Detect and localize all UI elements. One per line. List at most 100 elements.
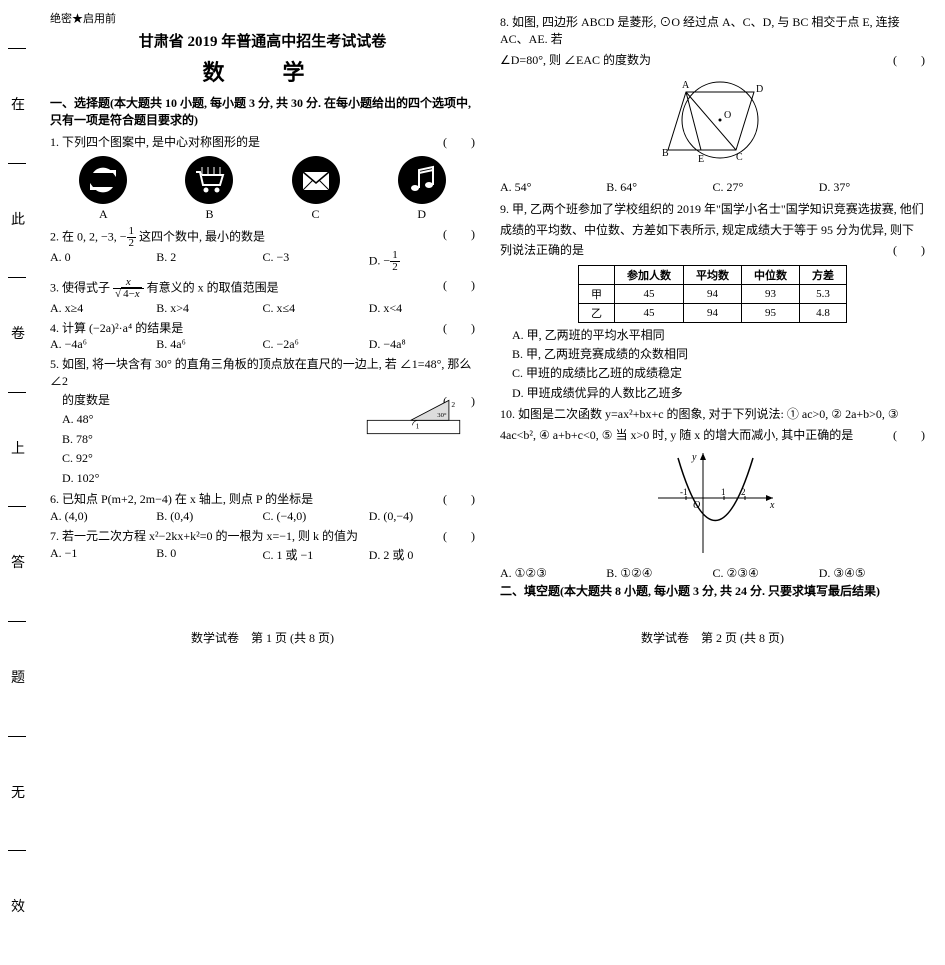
envelope-icon xyxy=(291,155,341,205)
answer-paren: ( ) xyxy=(443,277,475,294)
section-1-head: 一、选择题(本大题共 10 小题, 每小题 3 分, 共 30 分. 在每小题给… xyxy=(50,95,475,130)
opt: C. (−4,0) xyxy=(263,509,369,524)
cell: 方差 xyxy=(800,265,847,284)
page-2: 8. 如图, 四边形 ABCD 是菱形, ⊙O 经过点 A、C、D, 与 BC … xyxy=(490,10,935,650)
exam-title: 甘肃省 2019 年普通高中招生考试试卷 xyxy=(50,30,475,51)
svg-text:1: 1 xyxy=(721,487,726,497)
opt: D. ③④⑤ xyxy=(819,566,925,581)
opt: B. ①②④ xyxy=(606,566,712,581)
q8-opts: A. 54° B. 64° C. 27° D. 37° xyxy=(500,180,925,195)
answer-paren: ( ) xyxy=(443,226,475,243)
dash xyxy=(8,163,26,164)
q7-text: 7. 若一元二次方程 x²−2kx+k²=0 的一根为 x=−1, 则 k 的值… xyxy=(50,529,358,543)
cell: 93 xyxy=(742,284,800,303)
opt: A. 0 xyxy=(50,250,156,273)
dash xyxy=(8,277,26,278)
q10b: 4ac<b², ④ a+b+c<0, ⑤ 当 x>0 时, y 随 x 的增大而… xyxy=(500,427,925,444)
q5-block: 的度数是 ( ) A. 48° B. 78° C. 92° D. 102° 30… xyxy=(50,392,475,487)
q4-opts: A. −4a⁶ B. 4a⁶ C. −2a⁶ D. −4a⁸ xyxy=(50,337,475,352)
q9-text: 9. 甲, 乙两个班参加了学校组织的 2019 年"国学小名士"国学知识竞赛选拔… xyxy=(500,202,924,257)
bind-char: 卷 xyxy=(8,318,28,352)
q9-table: 参加人数 平均数 中位数 方差 甲 45 94 93 5.3 乙 45 94 9… xyxy=(578,265,847,323)
opt: C. x≤4 xyxy=(263,301,369,316)
cell: 乙 xyxy=(579,303,615,322)
opt: C. 甲班的成绩比乙班的成绩稳定 xyxy=(500,365,925,382)
answer-paren: ( ) xyxy=(893,427,925,444)
svg-text:A: A xyxy=(682,80,690,91)
bind-char: 效 xyxy=(8,891,28,925)
q10-text: 10. 如图是二次函数 y=ax²+bx+c 的图象, 对于下列说法: ① ac… xyxy=(500,407,899,421)
page-1: 绝密★启用前 甘肃省 2019 年普通高中招生考试试卷 数 学 一、选择题(本大… xyxy=(40,10,485,650)
svg-text:-1: -1 xyxy=(680,487,688,497)
opt: B. (0,4) xyxy=(156,509,262,524)
bind-char: 题 xyxy=(8,662,28,696)
opt: A. 甲, 乙两班的平均水平相同 xyxy=(500,327,925,344)
opt: A. −4a⁶ xyxy=(50,337,156,352)
page-footer-1: 数学试卷 第 1 页 (共 8 页) xyxy=(40,629,485,646)
cell: 95 xyxy=(742,303,800,322)
bind-char: 此 xyxy=(8,204,28,238)
opt: C. ②③④ xyxy=(713,566,819,581)
opt: A. ①②③ xyxy=(500,566,606,581)
opt: D. 102° xyxy=(62,470,475,487)
bind-char: 答 xyxy=(8,547,28,581)
page-footer-2: 数学试卷 第 2 页 (共 8 页) xyxy=(490,629,935,646)
opt-label: B xyxy=(206,207,214,222)
parabola-icon: x y O -1 1 2 xyxy=(648,448,778,558)
opt: D. −4a⁸ xyxy=(369,337,475,352)
cell: 甲 xyxy=(579,284,615,303)
opt-text: D. − xyxy=(369,253,390,267)
q9: 9. 甲, 乙两个班参加了学校组织的 2019 年"国学小名士"国学知识竞赛选拔… xyxy=(500,199,925,260)
answer-paren: ( ) xyxy=(443,528,475,545)
q8-text-b: ∠D=80°, 则 ∠EAC 的度数为 xyxy=(500,53,651,67)
opt-label: A xyxy=(99,207,108,222)
q8-text: 8. 如图, 四边形 ABCD 是菱形, ⊙O 经过点 A、C、D, 与 BC … xyxy=(500,15,900,46)
cell: 94 xyxy=(684,303,742,322)
answer-paren: ( ) xyxy=(443,320,475,337)
svg-text:2: 2 xyxy=(741,487,746,497)
dash xyxy=(8,392,26,393)
table-row: 乙 45 94 95 4.8 xyxy=(579,303,847,322)
answer-paren: ( ) xyxy=(893,240,925,260)
cell: 平均数 xyxy=(684,265,742,284)
q3: 3. 使得式子 x√4−x 有意义的 x 的取值范围是 ( ) xyxy=(50,277,475,300)
svg-text:30°: 30° xyxy=(437,412,447,419)
opt: D. (0,−4) xyxy=(369,509,475,524)
table-row: 参加人数 平均数 中位数 方差 xyxy=(579,265,847,284)
opt: D. 2 或 0 xyxy=(369,546,475,563)
q6-opts: A. (4,0) B. (0,4) C. (−4,0) D. (0,−4) xyxy=(50,509,475,524)
recycle-arrows-icon xyxy=(78,155,128,205)
cell: 参加人数 xyxy=(615,265,684,284)
q8b: ∠D=80°, 则 ∠EAC 的度数为 ( ) xyxy=(500,52,925,69)
opt: B. 0 xyxy=(156,546,262,563)
q3-text-a: 3. 使得式子 xyxy=(50,280,113,294)
q7-opts: A. −1 B. 0 C. 1 或 −1 D. 2 或 0 xyxy=(50,546,475,563)
q10-opts: A. ①②③ B. ①②④ C. ②③④ D. ③④⑤ xyxy=(500,566,925,581)
q2-text-b: 这四个数中, 最小的数是 xyxy=(136,229,265,243)
answer-paren: ( ) xyxy=(443,134,475,151)
opt: B. 甲, 乙两班竞赛成绩的众数相同 xyxy=(500,346,925,363)
q3-opts: A. x≥4 B. x>4 C. x≤4 D. x<4 xyxy=(50,301,475,316)
svg-text:1: 1 xyxy=(416,422,420,431)
opt: C. −2a⁶ xyxy=(263,337,369,352)
opt-label: D xyxy=(417,207,426,222)
cell xyxy=(579,265,615,284)
cell: 5.3 xyxy=(800,284,847,303)
q10-figure: x y O -1 1 2 xyxy=(500,448,925,562)
svg-text:2: 2 xyxy=(451,400,455,409)
svg-text:D: D xyxy=(756,84,763,95)
q5: 5. 如图, 将一块含有 30° 的直角三角板的顶点放在直尺的一边上, 若 ∠1… xyxy=(50,356,475,390)
svg-text:E: E xyxy=(698,154,704,165)
triangle-ruler-figure: 30° 1 2 xyxy=(356,392,471,442)
q3-text-b: 有意义的 x 的取值范围是 xyxy=(144,280,279,294)
q4: 4. 计算 (−2a)²·a⁴ 的结果是 ( ) xyxy=(50,320,475,337)
opt: D. −12 xyxy=(369,250,475,273)
svg-text:C: C xyxy=(736,152,743,163)
q1-icons xyxy=(50,155,475,205)
rhombus-circle-icon: A D B C E O xyxy=(648,72,778,172)
q1: 1. 下列四个图案中, 是中心对称图形的是 ( ) xyxy=(50,134,475,151)
svg-text:y: y xyxy=(691,452,697,463)
opt: A. x≥4 xyxy=(50,301,156,316)
q4-text: 4. 计算 (−2a)²·a⁴ 的结果是 xyxy=(50,321,183,335)
dash xyxy=(8,850,26,851)
